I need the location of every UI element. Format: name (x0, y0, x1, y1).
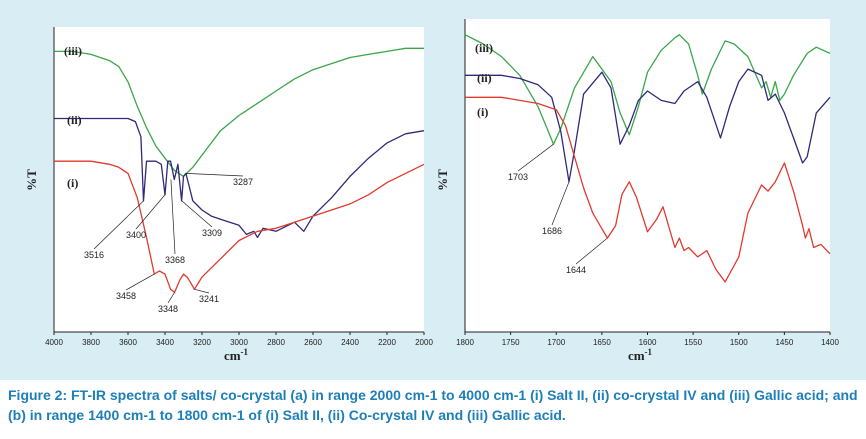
panel-b-annotation-leader (517, 143, 554, 172)
panel-a-label-i: (i) (67, 176, 78, 190)
panel-a-x-tick-label: 3800 (82, 338, 100, 347)
panel-b-x-tick-label: 1700 (547, 338, 565, 347)
panel-a-x-tick-label: 2800 (267, 338, 285, 347)
panel-b-x-tick-label: 1800 (456, 338, 474, 347)
panel-a-x-tick-label: 2000 (415, 338, 433, 347)
panel-a-x-tick-label: 3000 (230, 338, 248, 347)
panel-a-series-line-1 (54, 117, 425, 239)
panel-b-x-tick-label: 1400 (821, 338, 839, 347)
panel-a-annotation-label: 3287 (233, 177, 253, 187)
panel-a-xlabel-sup: -1 (241, 347, 249, 357)
panel-a-annotation-leader (170, 179, 176, 255)
panel-b-series-line-1 (465, 68, 831, 183)
panel-a-series-line-2 (54, 160, 425, 294)
panel-a-annotation-leader (181, 200, 213, 228)
panel-a-x-tick-label: 2400 (341, 338, 359, 347)
panel-b-series-line-0 (464, 34, 831, 145)
panel-a-series (54, 47, 425, 294)
panel-b-ticks: 1800 1750 1700 1650 1600 1550 1500 1450 1400 (456, 332, 839, 347)
panel-a-annotation-leader (135, 194, 166, 230)
panel-b-x-tick-label: 1550 (684, 338, 702, 347)
panel-b-x-tick-label: 1600 (639, 338, 657, 347)
panel-a-annotation-label: 3368 (165, 255, 185, 265)
panel-a: 4000 3800 3600 3400 3200 3000 2800 2600 2400 2200… (24, 27, 433, 363)
panel-a-x-tick-label: 2600 (304, 338, 322, 347)
panel-a-annotation-label: 3241 (199, 294, 219, 304)
panel-a-label-iii: (iii) (64, 44, 82, 58)
ftir-figure: 4000 3800 3600 3400 3200 3000 2800 2600 2400 2200… (24, 19, 839, 363)
panel-a-label-ii: (ii) (67, 113, 82, 127)
panel-a-annotation-leader (167, 292, 175, 304)
panel-a-x-tick-label: 3200 (193, 338, 211, 347)
panel-b-annotation-label: 1686 (542, 226, 562, 236)
panel-b: 1800 1750 1700 1650 1600 1550 1500 1450 1400 170… (435, 19, 839, 363)
panel-b-label-ii: (ii) (477, 71, 492, 85)
panel-a-x-tick-label: 3600 (119, 338, 137, 347)
figure-caption: Figure 2: FT-IR spectra of salts/ co-cry… (8, 387, 858, 423)
panel-a-annotation-label: 3400 (126, 230, 146, 240)
panel-b-x-tick-label: 1450 (775, 338, 793, 347)
panel-b-x-tick-label: 1650 (593, 338, 611, 347)
panel-a-annotation-leader (185, 173, 244, 177)
panel-a-annotation-label: 3458 (116, 291, 136, 301)
panel-a-annotation-label: 3348 (158, 304, 178, 314)
panel-a-xlabel-base: cm (224, 348, 241, 363)
panel-a-plot-area (54, 27, 424, 332)
panel-b-annotation-label: 1644 (566, 265, 586, 275)
panel-b-series-line-2 (465, 96, 831, 283)
panel-b-annotation-leader (575, 237, 608, 265)
panel-b-annotations: 1703 1686 1644 (508, 143, 608, 275)
panel-b-ylabel: %T (435, 169, 450, 191)
panel-a-annotation-leader (194, 288, 210, 294)
panel-a-annotation-label: 3309 (202, 228, 222, 238)
panel-a-series-line-0 (54, 47, 424, 178)
panel-b-xlabel: cm-1 (628, 347, 653, 363)
panel-a-annotations: 3516 3400 3368 3309 3287 3458 3348 3241 (84, 173, 253, 314)
panel-b-label-iii: (iii) (475, 41, 493, 55)
panel-b-series (464, 34, 831, 283)
panel-b-xlabel-base: cm (628, 348, 645, 363)
panel-a-xlabel: cm-1 (224, 347, 249, 363)
panel-a-annotation-leader (125, 273, 155, 291)
panel-a-x-tick-label: 4000 (45, 338, 63, 347)
panel-a-x-tick-label: 3400 (156, 338, 174, 347)
panel-a-ylabel: %T (24, 169, 39, 191)
panel-a-x-tick-label: 2200 (378, 338, 396, 347)
panel-b-annotation-label: 1703 (508, 172, 528, 182)
panel-b-x-tick-label: 1500 (730, 338, 748, 347)
panel-b-xlabel-sup: -1 (645, 347, 653, 357)
panel-b-x-tick-label: 1750 (502, 338, 520, 347)
panel-a-annotation-label: 3516 (84, 250, 104, 260)
panel-a-ticks: 4000 3800 3600 3400 3200 3000 2800 2600 2400 2200… (45, 332, 433, 347)
panel-a-annotation-leader (93, 200, 144, 250)
panel-b-annotation-leader (551, 181, 570, 226)
panel-b-label-i: (i) (477, 105, 488, 119)
